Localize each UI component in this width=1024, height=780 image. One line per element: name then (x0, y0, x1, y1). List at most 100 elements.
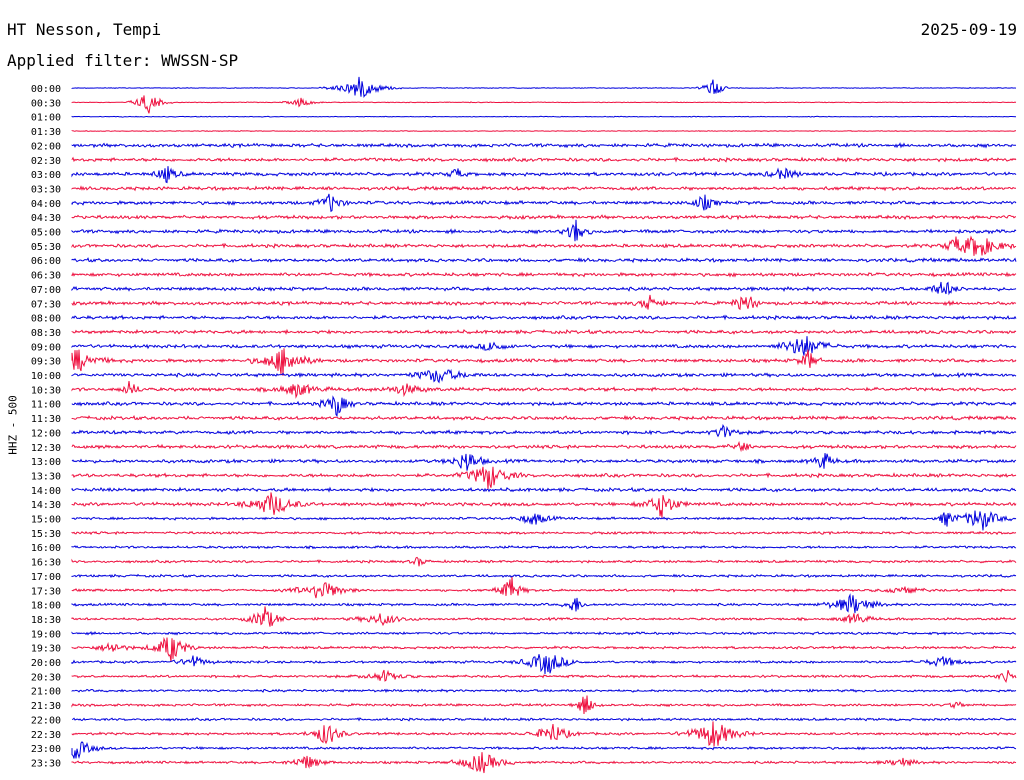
trace-2230 (71, 721, 1017, 747)
trace-0730 (71, 294, 1017, 311)
time-label-0400: 04:00 (31, 199, 61, 210)
time-label-0830: 08:30 (31, 328, 61, 339)
trace-1900 (71, 630, 1017, 636)
time-label-1430: 14:30 (31, 500, 61, 511)
time-label-0500: 05:00 (31, 228, 61, 239)
trace-1830 (71, 606, 1017, 627)
time-label-2000: 20:00 (31, 658, 61, 669)
trace-1800 (71, 593, 1017, 614)
time-label-2330: 23:30 (31, 758, 61, 769)
time-label-1900: 19:00 (31, 629, 61, 640)
trace-2100 (71, 688, 1017, 694)
time-label-0330: 03:30 (31, 184, 61, 195)
time-label-0600: 06:00 (31, 256, 61, 267)
time-label-0800: 08:00 (31, 314, 61, 325)
trace-2030 (71, 669, 1017, 683)
trace-1530 (71, 530, 1017, 536)
trace-0130 (71, 130, 1016, 133)
time-label-2030: 20:30 (31, 672, 61, 683)
trace-1330 (71, 466, 1017, 490)
time-label-0630: 06:30 (31, 271, 61, 282)
trace-0700 (71, 281, 1017, 296)
trace-2330 (71, 752, 1017, 774)
trace-0400 (71, 193, 1017, 213)
trace-1000 (71, 368, 1017, 384)
time-label-1000: 10:00 (31, 371, 61, 382)
trace-1700 (71, 573, 1017, 579)
time-label-0030: 00:30 (31, 98, 61, 109)
trace-0830 (71, 328, 1017, 336)
time-label-0100: 01:00 (31, 113, 61, 124)
time-label-1930: 19:30 (31, 644, 61, 655)
trace-0600 (71, 257, 1017, 264)
trace-1100 (71, 395, 1017, 417)
trace-1630 (71, 556, 1017, 567)
time-label-1300: 13:00 (31, 457, 61, 468)
time-label-2300: 23:00 (31, 744, 61, 755)
trace-1130 (71, 414, 1017, 421)
time-label-1800: 18:00 (31, 601, 61, 612)
time-label-0930: 09:30 (31, 357, 61, 368)
time-label-0730: 07:30 (31, 299, 61, 310)
time-label-1530: 15:30 (31, 529, 61, 540)
time-label-0230: 02:30 (31, 156, 61, 167)
trace-0430 (71, 213, 1017, 221)
trace-1230 (71, 440, 1017, 453)
trace-0930 (71, 348, 1017, 376)
trace-1030 (71, 381, 1017, 399)
trace-2200 (71, 717, 1017, 722)
trace-1600 (71, 544, 1017, 550)
date-label: 2025-09-19 (920, 20, 1017, 39)
time-label-1500: 15:00 (31, 515, 61, 526)
trace-1500 (71, 510, 1017, 531)
time-label-2100: 21:00 (31, 687, 61, 698)
trace-0300 (71, 166, 1017, 184)
trace-1300 (71, 453, 1017, 471)
time-label-2130: 21:30 (31, 701, 61, 712)
trace-0630 (71, 271, 1017, 278)
trace-2300 (71, 741, 1017, 759)
trace-0530 (71, 235, 1017, 256)
trace-1400 (71, 486, 1017, 493)
time-label-0000: 00:00 (31, 84, 61, 95)
trace-2130 (71, 695, 1017, 715)
time-label-2200: 22:00 (31, 715, 61, 726)
trace-0900 (71, 336, 1017, 356)
time-label-1200: 12:00 (31, 428, 61, 439)
time-label-0700: 07:00 (31, 285, 61, 296)
time-label-1630: 16:30 (31, 558, 61, 569)
trace-0200 (71, 142, 1017, 149)
time-label-1330: 13:30 (31, 471, 61, 482)
time-label-1730: 17:30 (31, 586, 61, 597)
time-label-1130: 11:30 (31, 414, 61, 425)
trace-1930 (71, 636, 1017, 663)
trace-2000 (71, 654, 1017, 675)
trace-1200 (71, 423, 1017, 438)
trace-0330 (71, 185, 1016, 192)
filter-label: Applied filter: WWSSN-SP (7, 51, 239, 70)
trace-0230 (71, 156, 1017, 163)
time-label-0130: 01:30 (31, 127, 61, 138)
station-title: HT Nesson, Tempi (7, 20, 162, 39)
trace-1730 (71, 576, 1017, 599)
time-label-0200: 02:00 (31, 141, 61, 152)
trace-1430 (71, 492, 1017, 518)
time-label-1400: 14:00 (31, 486, 61, 497)
trace-0100 (71, 115, 1017, 118)
time-label-0430: 04:30 (31, 213, 61, 224)
time-label-1700: 17:00 (31, 572, 61, 583)
trace-0030 (71, 95, 1017, 114)
time-label-1230: 12:30 (31, 443, 61, 454)
time-label-0900: 09:00 (31, 342, 61, 353)
trace-0000 (71, 76, 1017, 99)
time-label-1100: 11:00 (31, 400, 61, 411)
time-label-0300: 03:00 (31, 170, 61, 181)
trace-0500 (71, 219, 1017, 242)
time-label-2230: 22:30 (31, 730, 61, 741)
time-label-1600: 16:00 (31, 543, 61, 554)
time-label-1830: 18:30 (31, 615, 61, 626)
time-label-0530: 05:30 (31, 242, 61, 253)
time-label-1030: 10:30 (31, 385, 61, 396)
trace-0800 (71, 314, 1017, 321)
